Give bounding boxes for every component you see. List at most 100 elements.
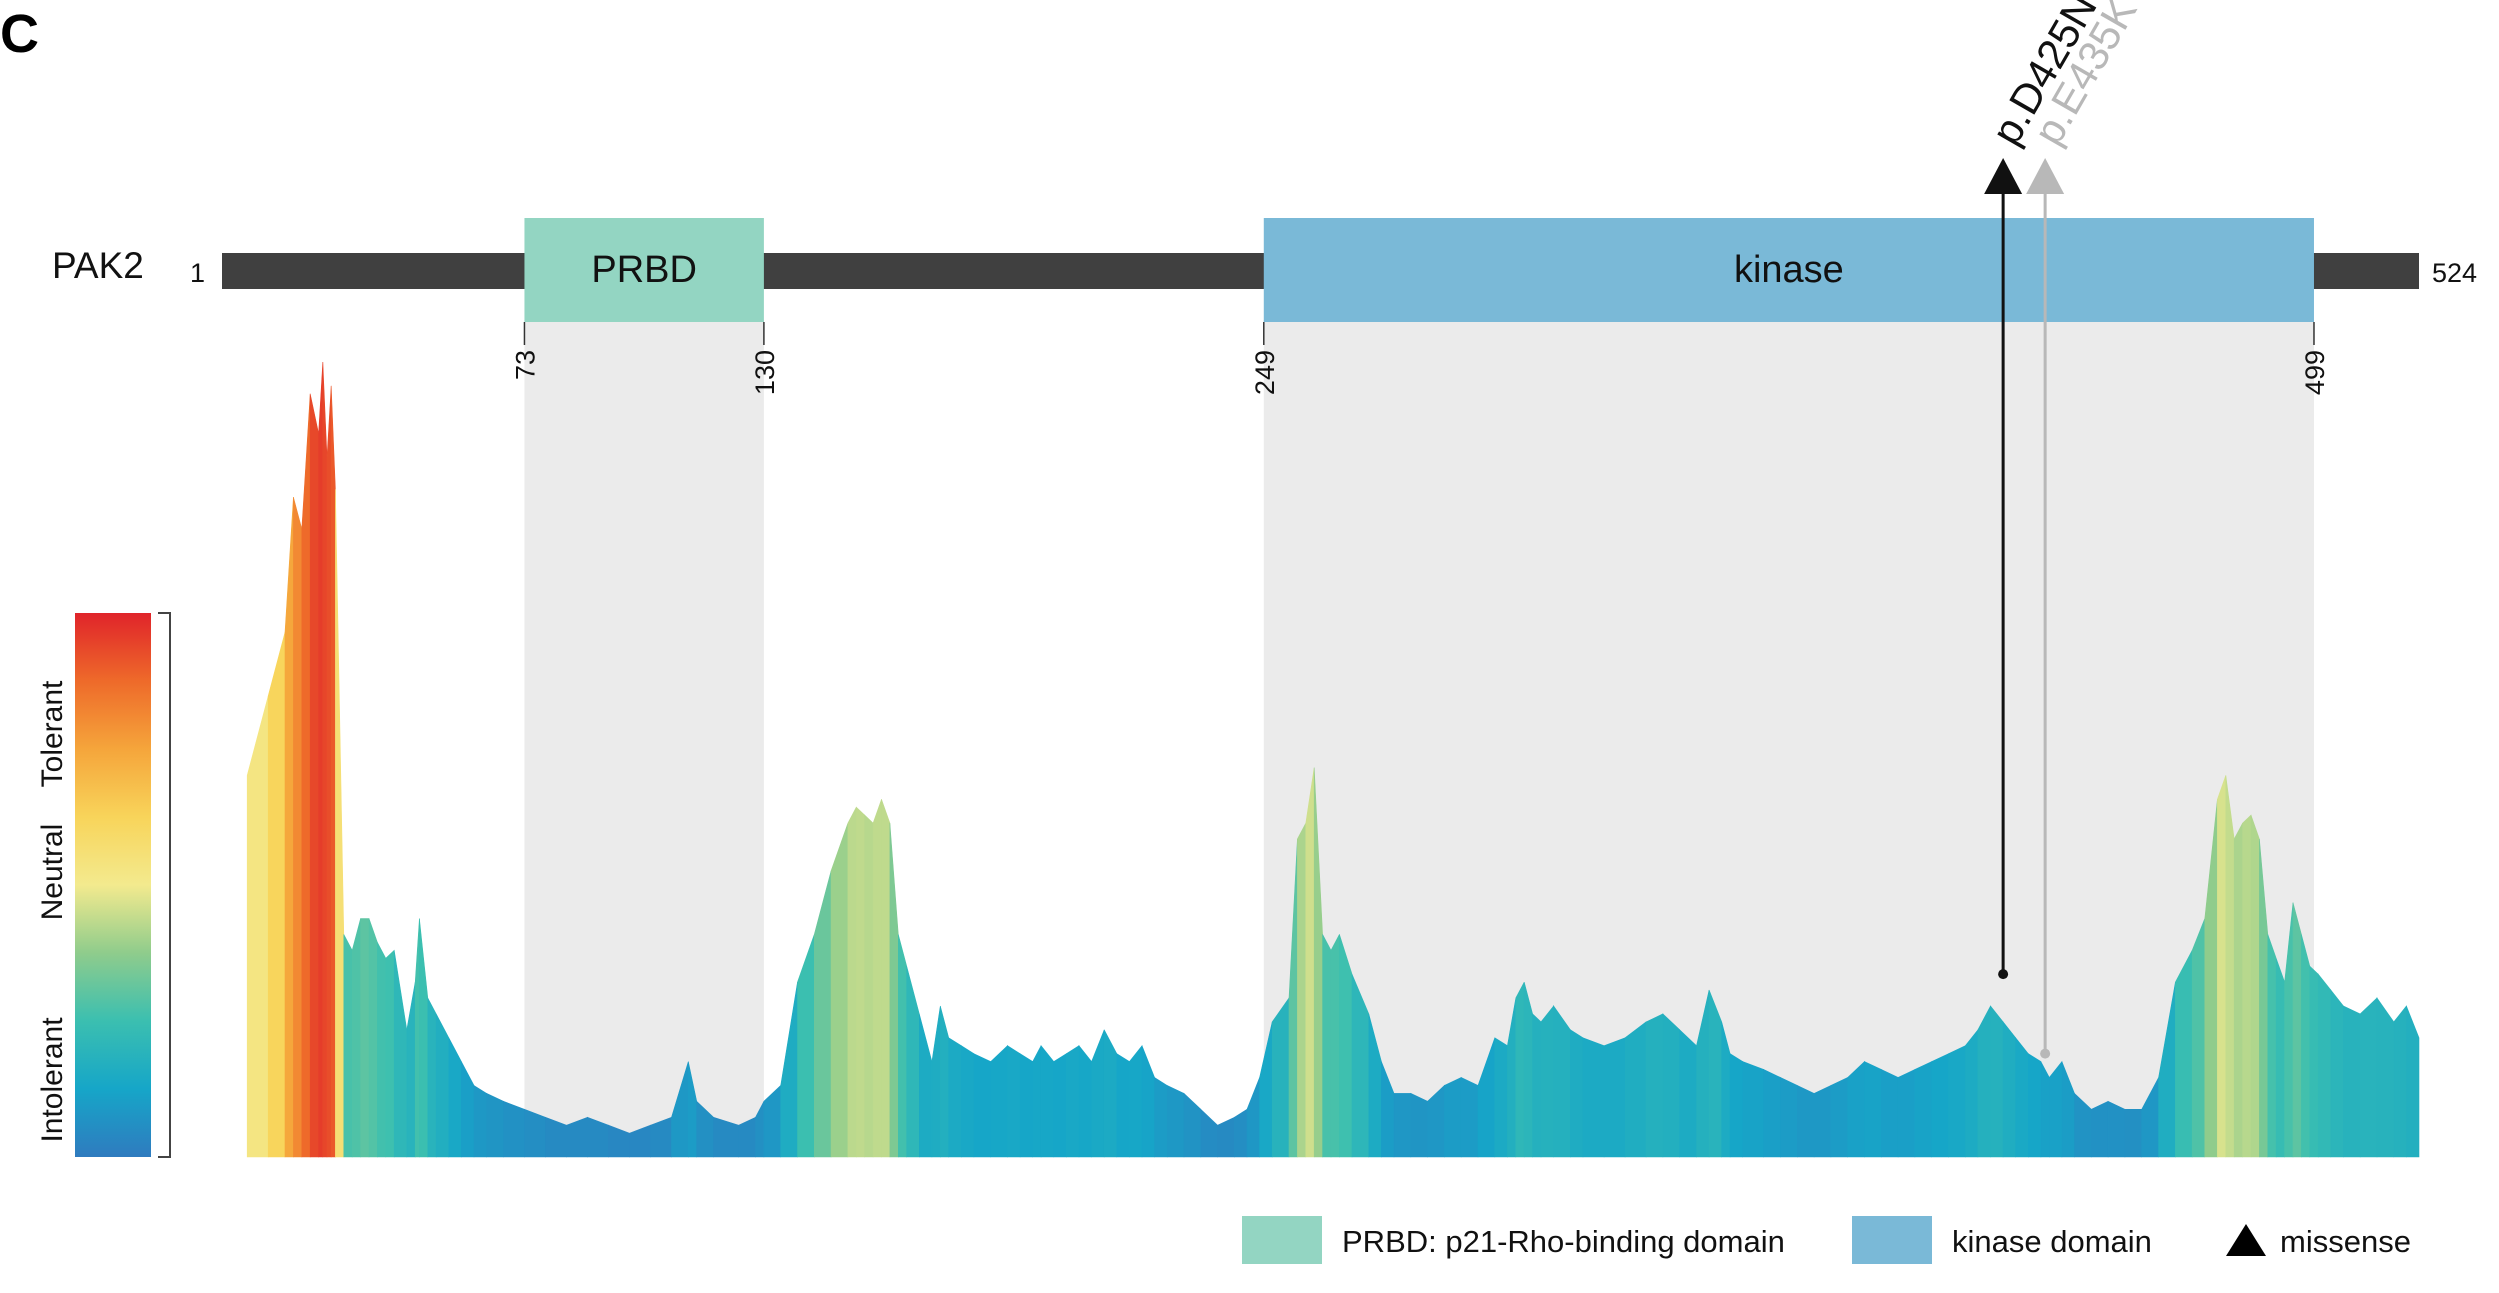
panel-label: C [0,4,39,64]
tolerance-area-segment [1078,1044,1092,1158]
tolerance-area-segment [1553,1005,1571,1158]
tolerance-area-segment [385,949,395,1158]
tolerance-area-segment [889,823,899,1158]
tolerance-area-segment [1032,1045,1042,1158]
tolerance-area-segment [2330,989,2344,1158]
variant-triangle-p.D425N [1984,158,2023,194]
tolerance-area-segment [1540,1005,1554,1158]
tolerance-area-segment [780,982,798,1158]
tolerance-area-segment [1780,1077,1798,1158]
tolerance-area-segment [856,806,865,1158]
tolerance-area-segment [1864,1061,1882,1158]
tolerance-area-segment [2049,1060,2063,1158]
tolerance-area-segment [267,632,286,1158]
tolerance-area-segment [961,1045,975,1158]
tolerance-area-segment [2292,902,2302,1158]
tolerance-area-segment [906,966,920,1158]
tolerance-area-segment [1246,1077,1260,1158]
tolerance-area-segment [973,1053,991,1158]
tolerance-area-segment [1948,1045,1966,1158]
protein-start-label: 1 [190,258,205,288]
tolerance-area-segment [1881,1069,1899,1158]
tolerance-area-segment [2175,950,2193,1158]
tolerance-area-segment [1797,1085,1815,1158]
tolerance-area-segment [881,799,891,1158]
legend-kinase-swatch [1852,1216,1932,1264]
tolerance-area-segment [1007,1045,1021,1158]
tolerance-area-segment [864,814,874,1158]
tolerance-area-segment [2015,1036,2029,1158]
prbd-start-label: 73 [510,350,540,380]
colorscale-label-neutral: Neutral [36,824,69,921]
tolerance-area-segment [1217,1116,1235,1158]
legend-prbd-label: PRBD: p21-Rho-binding domain [1342,1224,1785,1259]
tolerance-area-segment [1679,1029,1697,1158]
tolerance-area-segment [1830,1077,1848,1158]
tolerance-area-segment [2376,997,2395,1158]
tolerance-area-segment [1523,982,1533,1158]
tolerance-area-segment [351,918,361,1158]
legend-missense-triangle [2226,1224,2266,1256]
tolerance-area-segment [284,497,294,1158]
tolerance-area-segment [898,934,907,1158]
tolerance-area-layer [246,361,2420,1158]
tolerance-area-segment [1019,1053,1033,1158]
kinase-domain-label: kinase [1734,249,1844,291]
tolerance-area-segment [1053,1053,1067,1158]
tolerance-area-segment [473,1084,487,1158]
tolerance-area-segment [872,799,882,1158]
tolerance-area-segment [1200,1108,1218,1158]
tolerance-area-segment [1965,1028,1979,1158]
tolerance-area-segment [1103,1029,1118,1158]
colorscale-label-intolerant: Intolerant [36,1017,69,1143]
tolerance-area-segment [330,385,336,1158]
legend: PRBD: p21-Rho-binding domain kinase doma… [1242,1216,2411,1264]
tolerance-area-segment [414,918,420,1158]
kinase-domain-box [1263,218,2314,322]
domain-layer: PRBD 73 130 kinase 249 499 [510,218,2330,395]
protein-end-label: 524 [2432,258,2477,288]
prbd-end-label: 130 [750,350,780,395]
prbd-domain-label: PRBD [591,249,697,291]
tolerance-area-segment [448,1037,462,1158]
tolerance-area-segment [1040,1044,1055,1158]
tolerance-area-segment [2406,1005,2420,1158]
tolerance-area-segment [2267,934,2277,1158]
tolerance-area-segment [1141,1045,1155,1158]
tolerance-area-segment [1339,934,1353,1158]
tolerance-area-segment [309,393,319,1158]
tolerance-area-segment [1297,822,1307,1158]
tolerance-area-segment [524,1108,546,1158]
tolerance-area-segment [2002,1021,2016,1158]
tolerance-area-segment [2250,815,2260,1158]
tolerance-area-segment [1091,1029,1105,1158]
tolerance-area-segment [1624,1021,1647,1158]
tolerance-area-segment [948,1037,962,1158]
tolerance-area-segment [2225,775,2235,1158]
tolerance-area-segment [343,934,353,1158]
tolerance-area-segment [2359,997,2378,1158]
tolerance-area-segment [301,393,311,1158]
tolerance-area-segment [318,361,324,1158]
tolerance-area-segment [1410,1092,1428,1158]
prbd-shading [524,320,764,1157]
tolerance-area-segment [1444,1077,1462,1158]
tolerance-area-segment [1532,1013,1542,1158]
colorbar-bracket [158,612,171,1158]
variant-point-p.E435K [2040,1048,2051,1059]
tolerance-area-segment [335,489,345,1158]
kinase-start-label: 249 [1250,350,1280,395]
tolerance-area-segment [1116,1053,1130,1158]
tolerance-area-segment [406,982,416,1158]
tolerance-area-segment [1990,1005,2004,1158]
tolerance-area-segment [1129,1044,1143,1158]
tolerance-area-segment [940,1005,949,1158]
tolerance-area-segment [1154,1076,1168,1158]
tolerance-area-segment [427,997,437,1158]
tolerance-area-segment [2301,934,2311,1158]
tolerance-area-segment [1271,997,1290,1158]
tolerance-area-segment [322,361,328,1158]
tolerance-area-segment [814,870,832,1158]
tolerance-area-segment [2317,973,2332,1158]
